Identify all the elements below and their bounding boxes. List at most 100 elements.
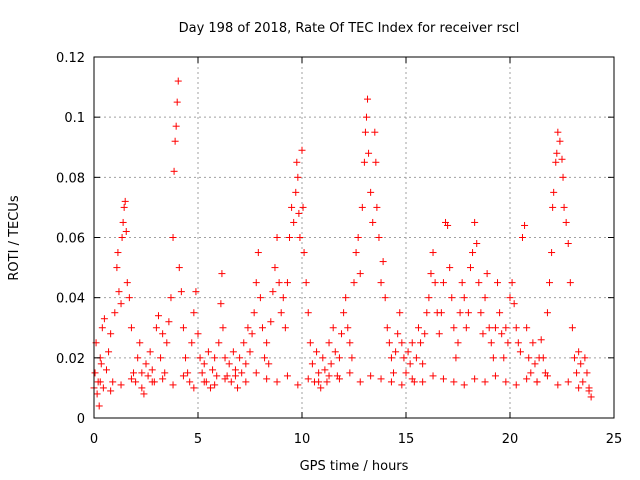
data-point <box>585 387 593 395</box>
data-point <box>533 378 541 386</box>
y-tick-label: 0.1 <box>64 111 85 126</box>
data-point <box>435 330 443 338</box>
x-axis-label: GPS time / hours <box>300 459 409 474</box>
data-point <box>175 264 183 272</box>
data-point <box>304 375 312 383</box>
data-point <box>469 249 477 257</box>
data-point <box>127 375 135 383</box>
data-point <box>527 369 535 377</box>
data-point <box>491 324 499 332</box>
data-point <box>512 381 520 389</box>
data-point <box>448 294 456 302</box>
y-tick-label: 0.12 <box>56 51 85 66</box>
data-point <box>107 330 115 338</box>
data-point <box>373 203 381 211</box>
data-point <box>564 378 572 386</box>
data-point <box>265 360 273 368</box>
data-point <box>290 218 298 226</box>
data-point <box>523 324 531 332</box>
data-point <box>429 249 437 257</box>
data-point <box>271 264 279 272</box>
data-point <box>521 221 529 229</box>
data-point <box>174 77 182 85</box>
data-point <box>406 360 414 368</box>
data-point <box>546 279 554 287</box>
y-tick-label: 0.04 <box>56 292 85 307</box>
data-point <box>294 173 302 181</box>
data-point <box>319 354 327 362</box>
data-point <box>192 288 200 296</box>
data-point <box>556 137 564 145</box>
y-tick-label: 0.02 <box>56 352 85 367</box>
data-point <box>152 324 160 332</box>
data-point <box>315 378 323 386</box>
data-point <box>417 339 425 347</box>
x-tick-label: 15 <box>398 432 415 447</box>
data-point <box>221 375 229 383</box>
data-point <box>296 234 304 241</box>
data-point <box>234 384 242 392</box>
data-point <box>421 330 429 338</box>
data-point <box>304 309 312 317</box>
y-tick-label: 0 <box>77 412 85 427</box>
data-point <box>275 279 283 287</box>
data-point <box>346 339 354 347</box>
data-point <box>209 366 217 374</box>
data-point <box>146 348 154 356</box>
data-point <box>323 378 331 386</box>
data-point <box>575 384 583 392</box>
data-point <box>283 372 291 380</box>
y-axis-label: ROTI / TECUs <box>7 195 22 280</box>
data-point <box>200 360 208 368</box>
data-point <box>331 348 339 356</box>
data-point <box>115 288 123 296</box>
data-point <box>494 279 502 287</box>
data-point <box>119 218 127 226</box>
data-point <box>277 309 285 317</box>
data-point <box>227 378 235 386</box>
data-point <box>294 381 302 389</box>
data-point <box>502 378 510 386</box>
data-point <box>107 387 115 395</box>
data-point <box>400 354 408 362</box>
data-point <box>308 360 316 368</box>
data-point <box>298 146 306 154</box>
data-point <box>140 390 148 398</box>
data-point <box>217 300 225 308</box>
data-point <box>396 309 404 317</box>
data-point <box>109 378 117 386</box>
data-point <box>215 339 223 347</box>
data-point <box>122 227 130 235</box>
data-point <box>211 381 219 389</box>
data-point <box>288 203 296 211</box>
data-point <box>456 309 464 317</box>
data-point <box>458 279 466 287</box>
data-point <box>313 348 321 356</box>
data-point <box>408 375 416 383</box>
data-point <box>559 173 567 181</box>
data-point <box>444 221 452 229</box>
data-point <box>398 381 406 389</box>
data-point <box>283 279 291 287</box>
data-point <box>431 279 439 287</box>
data-point <box>206 384 214 392</box>
data-point <box>252 369 260 377</box>
data-point <box>575 348 583 356</box>
data-point <box>165 318 173 326</box>
data-point <box>138 384 146 392</box>
data-point <box>446 264 454 272</box>
data-point <box>429 372 437 380</box>
data-point <box>244 324 252 332</box>
data-point <box>506 294 514 302</box>
data-point <box>213 372 221 380</box>
data-point <box>91 369 99 377</box>
data-point <box>286 234 294 241</box>
data-point <box>518 234 526 241</box>
data-point <box>529 339 537 347</box>
data-point <box>454 339 462 347</box>
data-point <box>498 330 506 338</box>
data-point <box>543 372 551 380</box>
data-point <box>121 197 129 205</box>
data-point <box>419 378 427 386</box>
